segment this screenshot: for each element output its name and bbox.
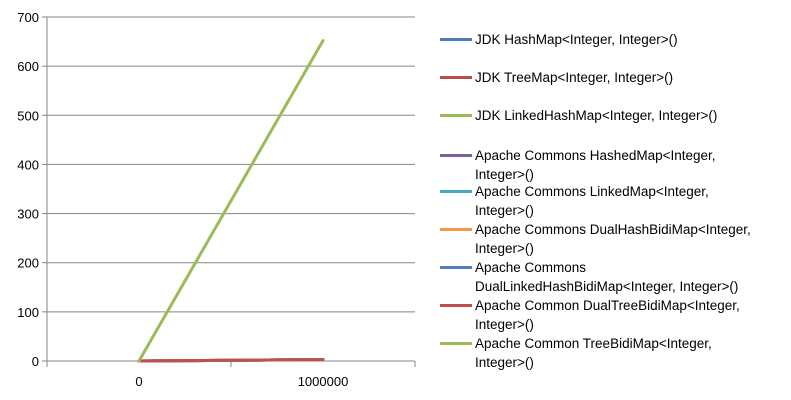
x-axis-tick-labels: 0 1000000 [135,374,348,389]
legend-label-line: Integer>() [475,317,534,332]
legend-label: JDK LinkedHashMap<Integer, Integer>() [475,106,780,125]
legend-swatch [440,190,472,193]
y-tick-label: 600 [17,59,39,74]
legend-swatch [440,228,472,231]
y-tick-label: 700 [17,10,39,25]
legend-item: Apache Commons DualHashBidiMap<Integer, I… [440,220,785,258]
legend-label-line: JDK TreeMap<Integer, Integer>() [475,70,674,85]
y-tick-label: 300 [17,207,39,222]
legend-item: Apache Commons DualLinkedHashBidiMap<Inte… [440,258,785,296]
legend-label-line: Integer>() [475,241,534,256]
legend-label-line: Apache Commons LinkedMap<Integer, [475,184,709,199]
x-tick-label: 0 [135,374,142,389]
legend-label-line: Integer>() [475,355,534,370]
gridlines [47,16,415,313]
legend-label: Apache Common TreeBidiMap<Integer, Intege… [475,334,780,372]
legend-swatch [440,304,472,307]
legend-swatch [440,76,472,79]
y-axis-tick-labels: 0 100 200 300 400 500 600 700 [17,10,39,369]
series-line-8 [137,358,325,363]
legend-label: Apache Commons DualHashBidiMap<Integer, I… [475,220,780,258]
legend-item: Apache Commons HashedMap<Integer, Integer… [440,146,785,184]
legend-label-line: JDK HashMap<Integer, Integer>() [475,32,678,47]
legend-label: Apache Common DualTreeBidiMap<Integer, In… [475,296,780,334]
legend-label-line: Integer>() [475,203,534,218]
legend-label: JDK HashMap<Integer, Integer>() [475,30,780,49]
legend-label-line: Apache Common DualTreeBidiMap<Integer, [475,298,740,313]
legend-swatch [440,38,472,41]
y-tick-label: 100 [17,305,39,320]
legend-label: Apache Commons HashedMap<Integer, Integer… [475,146,780,184]
y-tick-label: 200 [17,256,39,271]
legend-item: Apache Commons LinkedMap<Integer, Integer… [440,182,785,220]
legend-label-line: Integer>() [475,167,534,182]
legend-swatch [440,342,472,345]
legend-label: JDK TreeMap<Integer, Integer>() [475,68,780,87]
legend-item: JDK HashMap<Integer, Integer>() [440,30,785,49]
legend-label-line: DualLinkedHashBidiMap<Integer, Integer>(… [475,279,739,294]
legend-label-line: Apache Commons DualHashBidiMap<Integer, [475,222,751,237]
legend-label: Apache Commons DualLinkedHashBidiMap<Inte… [475,258,780,296]
legend-item: JDK TreeMap<Integer, Integer>() [440,68,785,87]
legend-swatch [440,266,472,269]
legend-item: JDK LinkedHashMap<Integer, Integer>() [440,106,785,125]
legend-label-line: Apache Common TreeBidiMap<Integer, [475,336,712,351]
series-lines [137,39,325,363]
y-tick-label: 400 [17,157,39,172]
series-line-9 [137,39,325,363]
x-tick-label: 1000000 [298,374,349,389]
legend-swatch [440,154,472,157]
legend-label-line: JDK LinkedHashMap<Integer, Integer>() [475,108,718,123]
y-tick-label: 500 [17,108,39,123]
legend-item: Apache Common TreeBidiMap<Integer, Intege… [440,334,785,372]
legend-item: Apache Common DualTreeBidiMap<Integer, In… [440,296,785,334]
legend-swatch [440,114,472,117]
legend-label-line: Apache Commons [475,260,587,275]
y-tick-label: 0 [32,354,39,369]
axes [42,16,416,367]
legend-label: Apache Commons LinkedMap<Integer, Integer… [475,182,780,220]
legend-label-line: Apache Commons HashedMap<Integer, [475,148,716,163]
